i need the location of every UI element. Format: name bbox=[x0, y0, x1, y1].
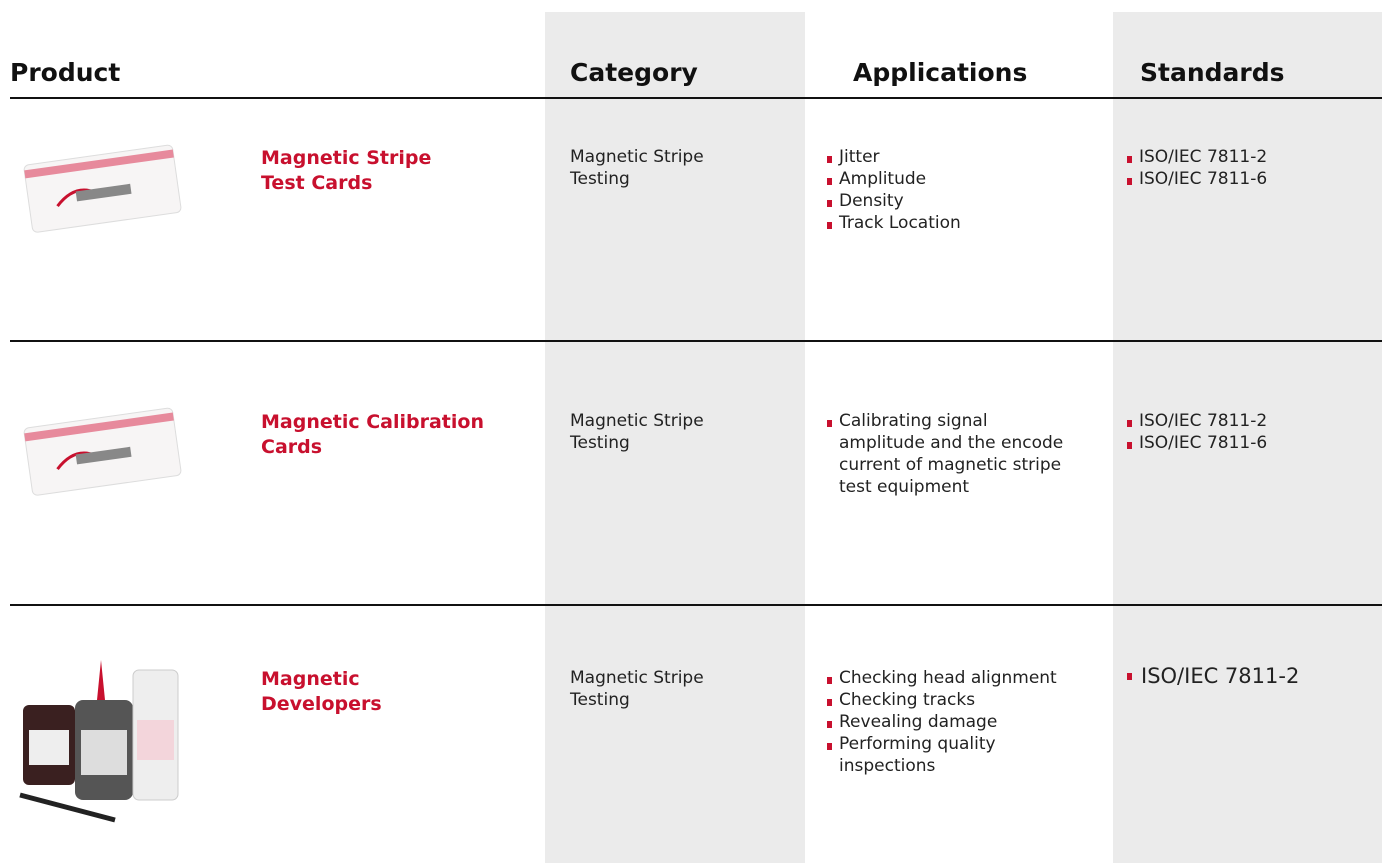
application-item: Track Location bbox=[827, 212, 1067, 234]
application-item: Checking head alignment bbox=[827, 667, 1067, 689]
row-rule bbox=[10, 604, 1382, 606]
product-name-line: Test Cards bbox=[261, 172, 373, 194]
product-image bbox=[19, 660, 179, 823]
standards-column-bg bbox=[1113, 12, 1382, 863]
standards-list: ISO/IEC 7811-2 ISO/IEC 7811-6 bbox=[1127, 146, 1367, 190]
application-item: Calibrating signal amplitude and the enc… bbox=[827, 410, 1067, 498]
header-category: Category bbox=[570, 58, 698, 87]
product-name-line: Developers bbox=[261, 693, 382, 715]
category: Magnetic Stripe Testing bbox=[570, 668, 704, 710]
product-name: Magnetic Stripe Test Cards bbox=[261, 146, 431, 196]
header-standards: Standards bbox=[1140, 58, 1285, 87]
standards-list: ISO/IEC 7811-2 ISO/IEC 7811-6 bbox=[1127, 410, 1367, 454]
application-item: Performing quality inspections bbox=[827, 733, 1067, 777]
application-item: Amplitude bbox=[827, 168, 1067, 190]
product-name-line: Magnetic bbox=[261, 668, 360, 690]
applications-list: Calibrating signal amplitude and the enc… bbox=[827, 410, 1067, 498]
category: Magnetic Stripe Testing bbox=[570, 147, 704, 189]
header-applications: Applications bbox=[853, 58, 1028, 87]
standard-item: ISO/IEC 7811-6 bbox=[1127, 168, 1367, 190]
header-rule bbox=[10, 97, 1382, 99]
application-item: Checking tracks bbox=[827, 689, 1067, 711]
standard-item: ISO/IEC 7811-6 bbox=[1127, 432, 1367, 454]
standard-item: ISO/IEC 7811-2 bbox=[1127, 146, 1367, 168]
application-item: Jitter bbox=[827, 146, 1067, 168]
product-name-line: Magnetic Calibration bbox=[261, 411, 484, 433]
standard-item: ISO/IEC 7811-2 bbox=[1127, 410, 1367, 432]
product-name: Magnetic Calibration Cards bbox=[261, 410, 484, 460]
category-column-bg bbox=[545, 12, 805, 863]
row-rule bbox=[10, 340, 1382, 342]
product-name-line: Magnetic Stripe bbox=[261, 147, 432, 169]
applications-list: Checking head alignment Checking tracks Re… bbox=[827, 667, 1067, 777]
product-image bbox=[23, 144, 182, 233]
product-name: Magnetic Developers bbox=[261, 667, 382, 717]
header-product: Product bbox=[10, 58, 121, 87]
product-name-line: Cards bbox=[261, 436, 323, 458]
application-item: Density bbox=[827, 190, 1067, 212]
category: Magnetic Stripe Testing bbox=[570, 411, 704, 453]
application-item: Revealing damage bbox=[827, 711, 1067, 733]
standards-list: ISO/IEC 7811-2 bbox=[1127, 663, 1367, 689]
standard-item: ISO/IEC 7811-2 bbox=[1127, 663, 1367, 689]
applications-list: Jitter Amplitude Density Track Location bbox=[827, 146, 1067, 234]
product-image bbox=[23, 407, 182, 496]
